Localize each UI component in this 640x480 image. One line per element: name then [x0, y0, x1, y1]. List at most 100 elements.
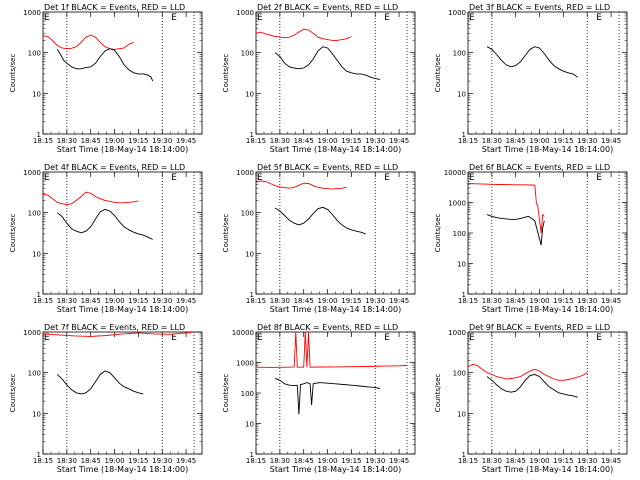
x-tick-label: 19:45 — [176, 457, 196, 465]
marker-label: E — [469, 173, 475, 183]
y-tick-label: 1000 — [23, 329, 41, 337]
lld-series-line — [255, 180, 347, 190]
y-tick-label: 1000 — [236, 9, 254, 17]
x-tick-label: 18:30 — [270, 137, 290, 145]
x-tick-label: 19:15 — [553, 137, 573, 145]
y-tick-label: 1000 — [236, 360, 254, 368]
y-axis-label: Counts/sec — [222, 214, 230, 253]
panel-title: Det 2f BLACK = Events, RED = LLD — [257, 3, 398, 12]
y-axis-label: Counts/sec — [9, 374, 17, 413]
y-axis-label: Counts/sec — [222, 374, 230, 413]
x-tick-label: 19:45 — [176, 297, 196, 305]
x-tick-label: 18:15 — [33, 457, 53, 465]
x-tick-label: 18:30 — [57, 137, 77, 145]
x-tick-label: 18:45 — [81, 137, 101, 145]
x-tick-label: 19:00 — [104, 457, 124, 465]
x-tick-label: 19:00 — [529, 457, 549, 465]
x-tick-label: 18:45 — [506, 137, 526, 145]
lld-series-line — [467, 183, 545, 234]
x-tick-label: 19:45 — [601, 457, 621, 465]
y-tick-label: 1000 — [23, 9, 41, 17]
y-tick-label: 100 — [241, 50, 254, 58]
x-tick-label: 19:15 — [341, 137, 361, 145]
x-tick-label: 19:00 — [104, 137, 124, 145]
panel-title: Det 5f BLACK = Events, RED = LLD — [257, 163, 398, 172]
lld-series-line — [255, 331, 408, 368]
x-tick-label: 19:15 — [341, 297, 361, 305]
y-tick-label: 10 — [457, 410, 466, 418]
y-tick-label: 10000 — [232, 329, 254, 337]
y-tick-label: 100 — [28, 370, 41, 378]
x-tick-label: 19:45 — [389, 457, 409, 465]
y-axis-label: Counts/sec — [9, 214, 17, 253]
marker-label: E — [257, 13, 263, 23]
y-tick-label: 1 — [250, 291, 254, 299]
marker-label: E — [384, 173, 390, 183]
x-tick-label: 18:30 — [57, 457, 77, 465]
y-tick-label: 10000 — [444, 169, 466, 177]
x-tick-label: 18:15 — [33, 297, 53, 305]
x-tick-label: 19:00 — [529, 137, 549, 145]
y-tick-label: 1000 — [236, 169, 254, 177]
x-tick-label: 19:15 — [128, 457, 148, 465]
x-tick-label: 19:30 — [365, 297, 385, 305]
y-axis-label: Counts/sec — [434, 214, 442, 253]
y-tick-label: 10 — [32, 90, 41, 98]
x-axis-label: Start Time (18-May-14 18:14:00) — [270, 305, 401, 314]
y-tick-label: 100 — [241, 210, 254, 218]
y-tick-label: 1000 — [448, 9, 466, 17]
x-tick-label: 19:30 — [152, 137, 172, 145]
marker-label: E — [171, 173, 177, 183]
marker-label: E — [469, 333, 475, 343]
x-tick-label: 19:45 — [389, 137, 409, 145]
events-series-line — [486, 374, 578, 398]
events-series-line — [56, 48, 154, 82]
events-series-line — [274, 377, 381, 415]
x-axis-label: Start Time (18-May-14 18:14:00) — [270, 145, 401, 154]
x-tick-label: 19:00 — [317, 457, 337, 465]
y-tick-label: 1 — [462, 131, 466, 139]
x-tick-label: 18:15 — [458, 137, 478, 145]
x-tick-label: 19:15 — [128, 137, 148, 145]
x-tick-label: 19:00 — [317, 137, 337, 145]
y-tick-label: 10 — [32, 250, 41, 258]
y-tick-label: 100 — [453, 50, 466, 58]
events-series-line — [274, 206, 366, 235]
x-tick-label: 19:15 — [341, 457, 361, 465]
y-tick-label: 1000 — [23, 169, 41, 177]
x-tick-label: 18:15 — [246, 457, 266, 465]
x-tick-label: 19:30 — [365, 137, 385, 145]
x-axis-label: Start Time (18-May-14 18:14:00) — [482, 465, 613, 474]
x-tick-label: 19:30 — [152, 297, 172, 305]
y-tick-label: 1 — [462, 291, 466, 299]
marker-label: E — [44, 333, 50, 343]
x-tick-label: 19:45 — [176, 137, 196, 145]
y-tick-label: 1 — [37, 451, 41, 459]
x-tick-label: 18:30 — [270, 297, 290, 305]
marker-label: E — [384, 13, 390, 23]
x-axis-label: Start Time (18-May-14 18:14:00) — [270, 465, 401, 474]
panel-title: Det 3f BLACK = Events, RED = LLD — [469, 3, 610, 12]
y-tick-label: 100 — [453, 370, 466, 378]
marker-label: E — [596, 173, 602, 183]
x-tick-label: 18:45 — [506, 297, 526, 305]
x-tick-label: 18:45 — [294, 457, 314, 465]
x-tick-label: 18:30 — [482, 137, 502, 145]
x-tick-label: 18:30 — [270, 457, 290, 465]
panel-title: Det 4f BLACK = Events, RED = LLD — [44, 163, 185, 172]
y-tick-label: 1 — [37, 131, 41, 139]
marker-label: E — [257, 333, 263, 343]
events-series-line — [57, 208, 153, 240]
x-tick-label: 19:00 — [317, 297, 337, 305]
marker-label: E — [596, 333, 602, 343]
panel-title: Det 8f BLACK = Events, RED = LLD — [257, 323, 398, 332]
lld-series-line — [42, 191, 139, 205]
events-series-line — [486, 214, 545, 246]
x-tick-label: 19:00 — [529, 297, 549, 305]
